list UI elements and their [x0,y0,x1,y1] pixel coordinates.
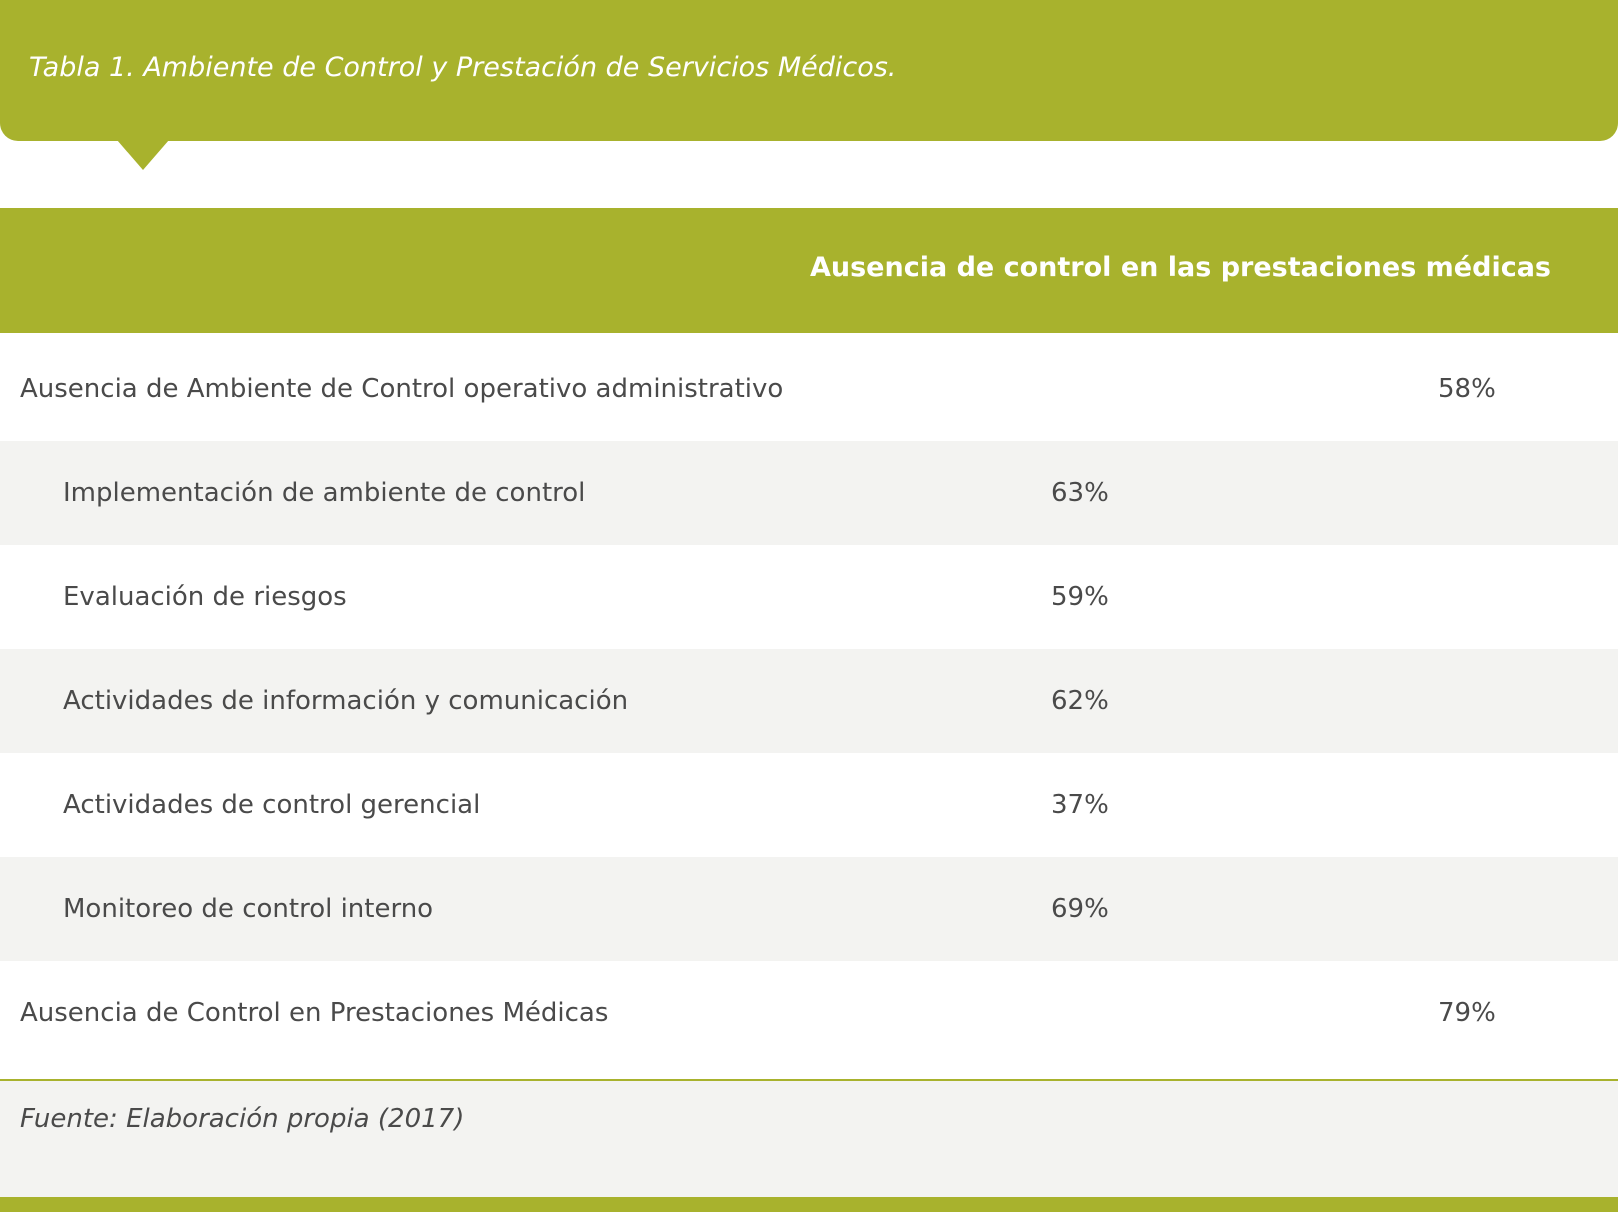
title-banner [0,0,1618,141]
row-label: Actividades de control gerencial [63,790,481,820]
row-label: Ausencia de Control en Prestaciones Médi… [20,998,609,1028]
row-value: 37% [1051,790,1109,820]
column-header: Ausencia de control en las prestaciones … [809,252,1551,283]
row-value: 69% [1051,894,1109,924]
row-label: Ausencia de Ambiente de Control operativ… [20,374,784,404]
table-row: Monitoreo de control interno 69% [0,857,1618,961]
table-row: Actividades de control gerencial 37% [0,753,1618,857]
table-row: Ausencia de Ambiente de Control operativ… [0,337,1618,441]
row-value: 79% [1438,998,1496,1028]
footer-band [0,1079,1618,1199]
row-label: Implementación de ambiente de control [63,478,586,508]
row-value: 59% [1051,582,1109,612]
source-note: Fuente: Elaboración propia (2017) [20,1104,465,1134]
header-band [0,208,1618,333]
table-row: Ausencia de Control en Prestaciones Médi… [0,961,1618,1065]
row-label: Actividades de información y comunicació… [63,686,629,716]
row-label: Monitoreo de control interno [63,894,434,924]
table-row: Actividades de información y comunicació… [0,649,1618,753]
row-label: Evaluación de riesgos [63,582,347,612]
row-value: 63% [1051,478,1109,508]
table-row: Implementación de ambiente de control 63% [0,441,1618,545]
row-value: 58% [1438,374,1496,404]
banner-pointer [117,140,169,170]
table-row: Evaluación de riesgos 59% [0,545,1618,649]
bottom-band [0,1197,1618,1212]
row-value: 62% [1051,686,1109,716]
table-title: Tabla 1. Ambiente de Control y Prestació… [29,52,897,83]
